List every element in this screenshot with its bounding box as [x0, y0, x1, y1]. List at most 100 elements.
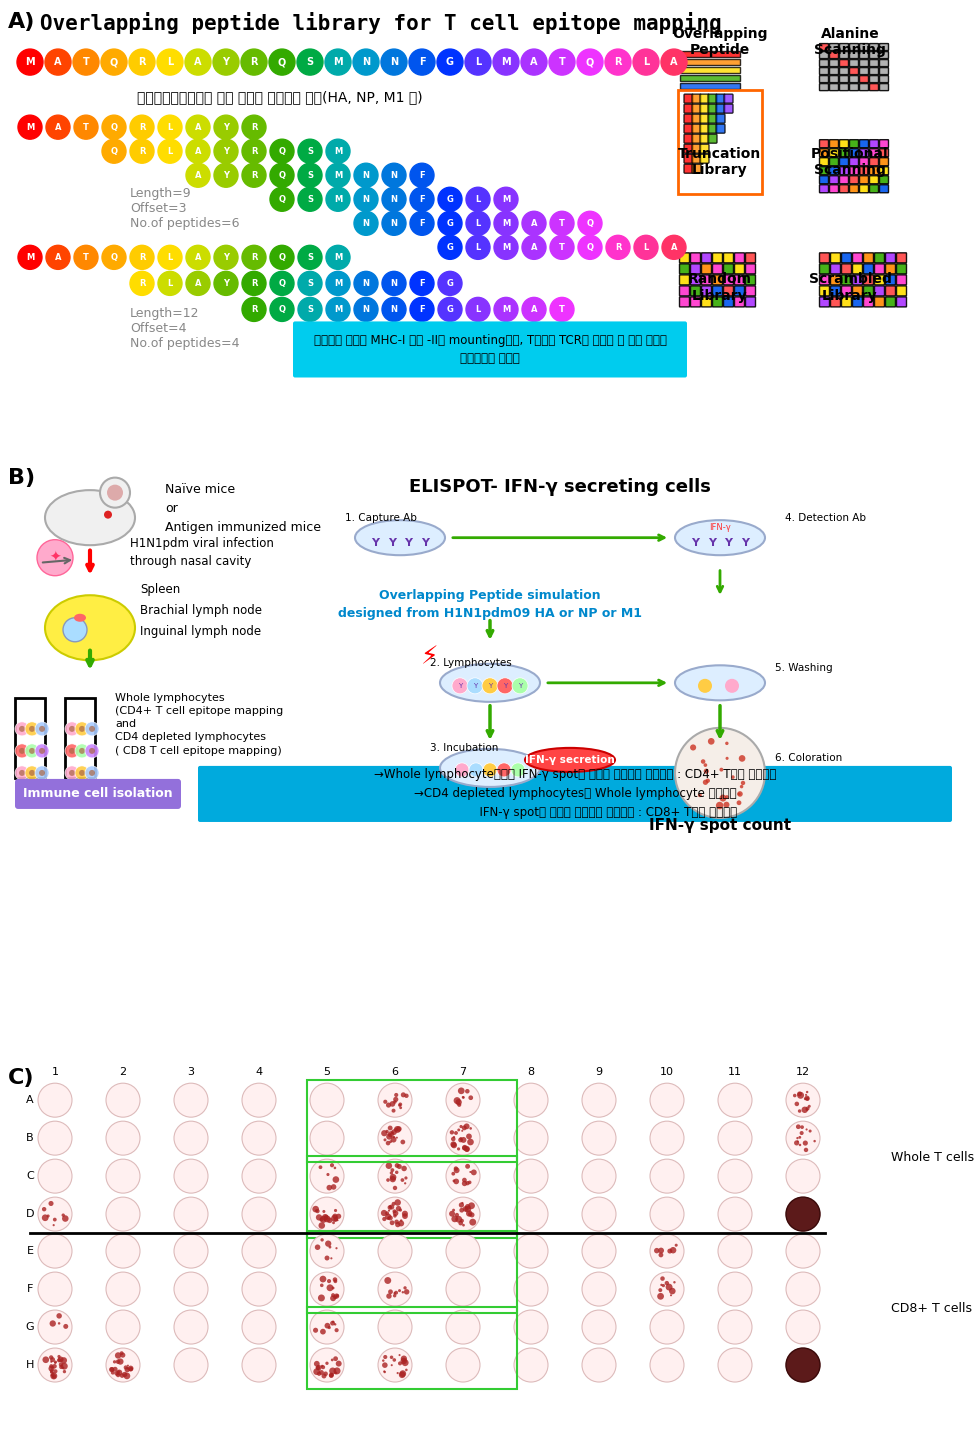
Circle shape	[323, 1216, 330, 1223]
Ellipse shape	[74, 613, 86, 622]
Text: Spleen
Brachial lymph node
Inguinal lymph node: Spleen Brachial lymph node Inguinal lymp…	[140, 583, 262, 638]
Text: N: N	[390, 57, 398, 67]
Circle shape	[469, 1218, 476, 1226]
Text: N: N	[362, 279, 369, 287]
Circle shape	[457, 1103, 461, 1107]
Circle shape	[174, 1197, 208, 1231]
FancyBboxPatch shape	[724, 286, 734, 296]
Circle shape	[805, 1217, 808, 1220]
Circle shape	[453, 1167, 459, 1173]
Text: A): A)	[8, 11, 35, 31]
Circle shape	[465, 1164, 470, 1168]
Circle shape	[718, 1273, 752, 1306]
Circle shape	[650, 1310, 684, 1344]
Text: Truncation
Library: Truncation Library	[678, 147, 762, 177]
Circle shape	[214, 163, 238, 187]
Circle shape	[242, 163, 266, 187]
Circle shape	[333, 1296, 337, 1300]
Text: H: H	[25, 1360, 34, 1370]
Circle shape	[786, 1160, 820, 1193]
FancyBboxPatch shape	[820, 51, 828, 59]
Circle shape	[38, 1121, 72, 1155]
Circle shape	[310, 1083, 344, 1117]
Circle shape	[459, 1203, 464, 1207]
Circle shape	[462, 1145, 467, 1151]
Circle shape	[650, 1273, 684, 1306]
Text: Q: Q	[277, 57, 286, 67]
Text: 4: 4	[255, 1067, 263, 1077]
FancyBboxPatch shape	[849, 149, 859, 157]
FancyBboxPatch shape	[853, 275, 863, 285]
Circle shape	[799, 1131, 804, 1135]
Circle shape	[89, 748, 95, 754]
Circle shape	[317, 1371, 321, 1376]
Text: Q: Q	[278, 253, 285, 262]
Text: L: L	[644, 243, 649, 252]
Circle shape	[52, 1374, 57, 1379]
Circle shape	[50, 1361, 53, 1363]
Circle shape	[334, 1208, 337, 1213]
Circle shape	[333, 1217, 338, 1221]
Circle shape	[800, 1223, 803, 1226]
Text: N: N	[362, 194, 369, 203]
Circle shape	[106, 1234, 140, 1268]
Circle shape	[725, 742, 729, 745]
FancyBboxPatch shape	[849, 76, 859, 83]
Circle shape	[186, 163, 210, 187]
Circle shape	[15, 766, 29, 779]
Text: 9: 9	[595, 1067, 603, 1077]
Text: R: R	[139, 123, 146, 132]
Circle shape	[327, 1278, 331, 1283]
FancyBboxPatch shape	[870, 67, 878, 74]
Circle shape	[446, 1348, 480, 1381]
FancyBboxPatch shape	[724, 94, 733, 103]
Text: 5: 5	[323, 1067, 330, 1077]
Text: L: L	[167, 57, 173, 67]
Circle shape	[438, 187, 462, 212]
Circle shape	[331, 1216, 338, 1221]
Circle shape	[654, 1248, 659, 1253]
Circle shape	[29, 726, 35, 732]
Circle shape	[802, 1208, 809, 1216]
Circle shape	[804, 1373, 807, 1376]
Circle shape	[404, 1094, 408, 1098]
Circle shape	[804, 1148, 808, 1153]
Circle shape	[89, 769, 95, 776]
Text: 항원제시 세포의 MHC-I 또는 -II에 mounting되고, T세포의 TCR이 인지할 수 있는 크기의
팭타이드로 제작함: 항원제시 세포의 MHC-I 또는 -II에 mounting되고, T세포의 …	[314, 335, 666, 365]
Circle shape	[462, 1224, 465, 1227]
Circle shape	[460, 1137, 466, 1143]
FancyBboxPatch shape	[712, 275, 723, 285]
Circle shape	[270, 246, 294, 269]
Circle shape	[522, 212, 546, 236]
FancyBboxPatch shape	[829, 140, 838, 147]
Circle shape	[15, 744, 29, 758]
Circle shape	[335, 1247, 338, 1250]
Circle shape	[336, 1360, 342, 1367]
Circle shape	[399, 1354, 401, 1356]
Circle shape	[110, 1371, 114, 1374]
Circle shape	[522, 323, 546, 347]
Circle shape	[313, 1327, 319, 1333]
Circle shape	[333, 1280, 337, 1283]
FancyBboxPatch shape	[678, 90, 762, 194]
Circle shape	[808, 1205, 811, 1208]
Text: Positional
Scanning: Positional Scanning	[811, 147, 889, 177]
Circle shape	[662, 236, 686, 259]
Circle shape	[718, 1083, 752, 1117]
Circle shape	[310, 1160, 344, 1193]
Circle shape	[465, 1204, 471, 1210]
Circle shape	[158, 272, 182, 296]
FancyBboxPatch shape	[870, 76, 878, 83]
Circle shape	[633, 49, 659, 76]
Circle shape	[550, 236, 574, 259]
Circle shape	[464, 1145, 470, 1151]
FancyBboxPatch shape	[708, 114, 717, 123]
FancyBboxPatch shape	[820, 253, 829, 263]
Circle shape	[806, 1213, 813, 1218]
Text: M: M	[25, 57, 35, 67]
Circle shape	[38, 1348, 72, 1381]
Circle shape	[650, 1083, 684, 1117]
Circle shape	[323, 1371, 328, 1376]
FancyBboxPatch shape	[829, 167, 838, 174]
Circle shape	[62, 1216, 68, 1221]
